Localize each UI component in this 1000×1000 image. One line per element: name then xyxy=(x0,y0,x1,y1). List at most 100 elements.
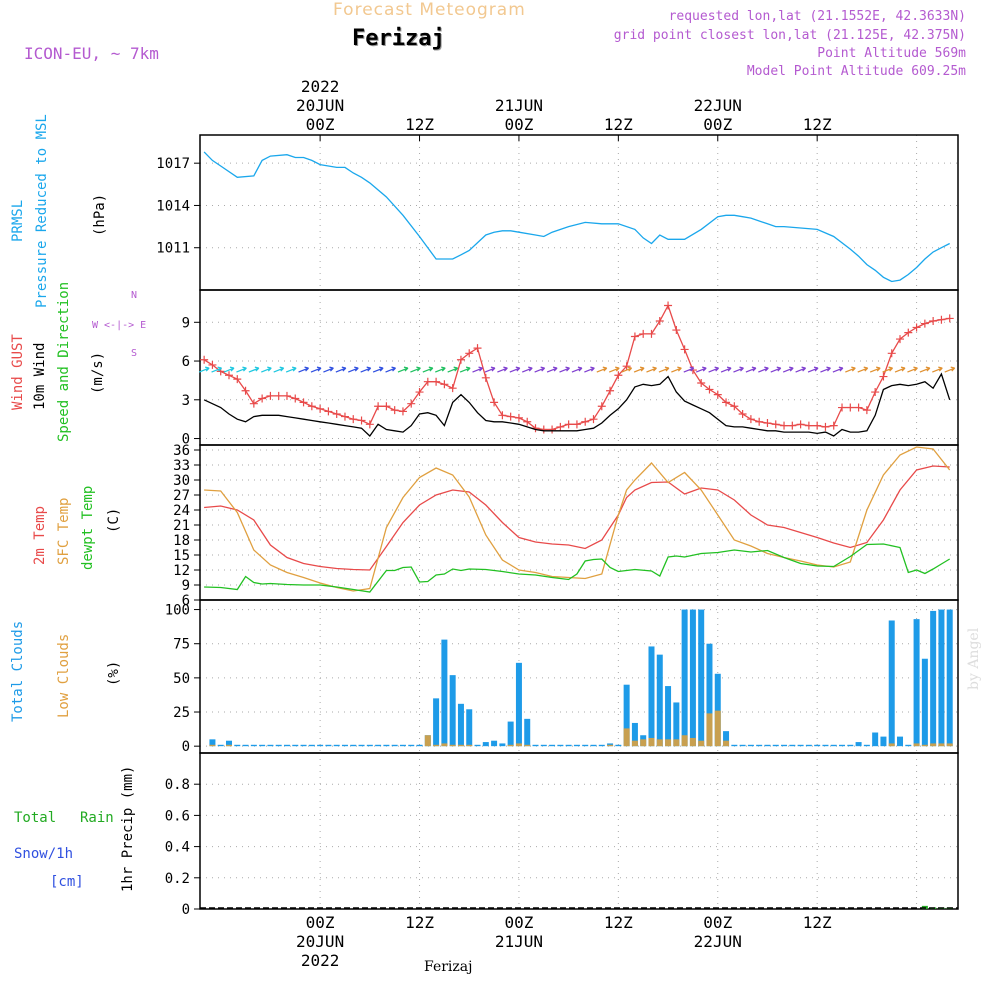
wind-direction-arrow xyxy=(907,366,918,373)
clouds-bar-total-clouds xyxy=(457,703,464,747)
gust-point xyxy=(365,420,374,429)
temperature-ytick-label: 12 xyxy=(173,563,190,579)
clouds-bar-total-clouds xyxy=(250,744,257,747)
wind-direction-arrow xyxy=(447,366,459,373)
gust-point xyxy=(904,328,913,337)
wind-direction-arrow xyxy=(745,366,757,373)
gust-point xyxy=(473,344,482,353)
clouds-bar-total-clouds xyxy=(598,744,605,747)
clouds-ytick-label: 50 xyxy=(173,671,190,687)
clouds-bar-total-clouds xyxy=(234,744,241,747)
gust-point xyxy=(382,402,391,411)
wind-direction-arrow xyxy=(820,366,831,373)
gust-point xyxy=(730,402,739,411)
clouds-bar-total-clouds xyxy=(764,744,771,747)
wind-direction-arrow xyxy=(434,366,446,373)
gust-point xyxy=(481,373,490,382)
temperature-ytick-label: 33 xyxy=(173,458,190,474)
clouds-bar-total-clouds xyxy=(747,744,754,747)
pressure-ytick-label: 1014 xyxy=(156,198,190,214)
chart-title: Forecast Meteogram xyxy=(333,0,526,20)
precipitation-ytick-label: 0.2 xyxy=(165,871,190,887)
wind-direction-arrow xyxy=(658,366,670,373)
clouds-bar-low-clouds xyxy=(225,744,232,747)
top-time-label: 12Z xyxy=(405,115,434,134)
pressure-panel-frame xyxy=(199,134,959,291)
wind-direction-arrow xyxy=(919,366,931,373)
gust-point xyxy=(324,407,333,416)
wind-ytick-label: 3 xyxy=(182,393,190,409)
clouds-bar-total-clouds xyxy=(573,744,580,747)
clouds-bar-total-clouds xyxy=(209,739,216,747)
wind-direction-arrow xyxy=(671,366,682,373)
clouds-bar-low-clouds xyxy=(449,744,456,747)
clouds-bar-total-clouds xyxy=(557,744,564,747)
clouds-bar-total-clouds xyxy=(433,698,440,747)
wind-direction-arrow xyxy=(323,366,334,373)
clouds-bar-total-clouds xyxy=(789,744,796,747)
gust-point xyxy=(490,398,499,407)
gust-point xyxy=(647,329,656,338)
wind-direction-arrow xyxy=(484,366,496,373)
temperature-series-dewpt-temp xyxy=(204,543,951,593)
clouds-bar-total-clouds xyxy=(441,639,448,747)
clouds-bar-total-clouds xyxy=(341,744,348,747)
gust-point xyxy=(440,380,449,389)
clouds-bar-total-clouds xyxy=(292,744,299,747)
clouds-bar-total-clouds xyxy=(300,744,307,747)
location-title: Ferizaj xyxy=(352,26,445,51)
clouds-bar-total-clouds xyxy=(656,654,663,747)
wind-direction-arrow xyxy=(248,366,260,373)
gust-point xyxy=(208,360,217,369)
clouds-bar-total-clouds xyxy=(689,609,696,747)
wind-direction-arrow xyxy=(720,366,732,373)
clouds-ytick-label: 75 xyxy=(173,637,190,653)
wind-direction-arrow xyxy=(397,366,409,373)
clouds-bar-total-clouds xyxy=(491,740,498,747)
wind-direction-arrow xyxy=(932,366,943,373)
top-date-label: 22JUN xyxy=(694,96,742,115)
gust-point xyxy=(498,411,507,420)
clouds-bar-total-clouds xyxy=(872,732,879,747)
clouds-bar-total-clouds xyxy=(350,744,357,747)
requested-coords: requested lon,lat (21.1552E, 42.3633N) xyxy=(668,9,966,24)
temperature-ytick-label: 27 xyxy=(173,488,190,504)
wind-direction-arrow xyxy=(211,366,223,373)
model-label: ICON-EU, ~ 7km xyxy=(24,44,159,63)
temperature-ytick-label: 18 xyxy=(173,533,190,549)
pressure-series-prmsl xyxy=(203,151,950,283)
clouds-bar-total-clouds xyxy=(756,744,763,747)
gust-point xyxy=(274,391,283,400)
gust-point xyxy=(929,317,938,325)
clouds-bar-total-clouds xyxy=(242,744,249,747)
clouds-bar-total-clouds xyxy=(739,744,746,747)
clouds-bar-total-clouds xyxy=(946,609,953,747)
bottom-date-label: 20JUN xyxy=(296,932,344,951)
bottom-time-label: 00Z xyxy=(703,913,732,932)
wind-direction-arrow xyxy=(758,366,769,373)
wind-series-10m-wind xyxy=(203,372,951,437)
wind-direction-arrow xyxy=(596,366,608,373)
gust-point xyxy=(896,335,905,344)
gust-point xyxy=(920,319,929,328)
gust-point xyxy=(606,386,615,395)
clouds-bar-low-clouds xyxy=(640,739,647,747)
wind-direction-arrow xyxy=(273,366,285,373)
clouds-panel-frame xyxy=(199,599,959,754)
gust-point xyxy=(838,403,847,412)
wind-direction-arrow xyxy=(633,366,645,373)
clouds-bar-low-clouds xyxy=(723,740,730,747)
wind-direction-arrow xyxy=(509,366,521,373)
gust-point xyxy=(572,420,581,429)
clouds-bar-total-clouds xyxy=(706,643,713,747)
wind-direction-arrow xyxy=(646,366,657,373)
gust-point xyxy=(398,407,407,416)
wind-direction-arrow xyxy=(882,366,894,373)
gust-point xyxy=(912,323,921,332)
gust-point xyxy=(697,379,706,387)
clouds-bar-total-clouds xyxy=(938,609,945,747)
compass-north: N xyxy=(131,290,138,301)
wind-direction-arrow xyxy=(857,366,869,373)
clouds-bar-total-clouds xyxy=(466,709,473,747)
